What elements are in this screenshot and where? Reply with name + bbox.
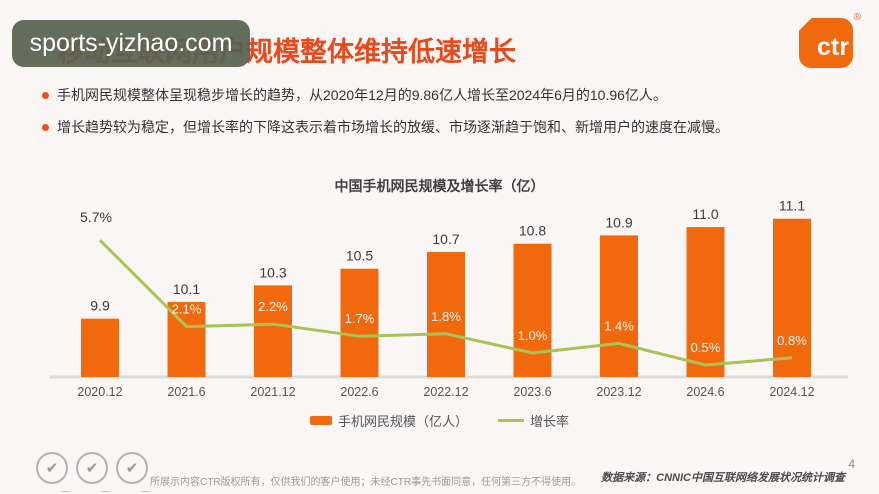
x-tick-label: 2023.6 [513, 385, 551, 399]
bar-value-label: 10.1 [173, 281, 200, 297]
bullet-icon [42, 124, 49, 131]
x-tick-label: 2022.6 [340, 385, 378, 399]
data-source: 数据来源：CNNIC中国互联网络发展状况统计调查 [601, 472, 845, 484]
ctr-logo: ctr [799, 18, 853, 68]
list-item: 手机网民规模整体呈现稳步增长的趋势，从2020年12月的9.86亿人增长至202… [42, 86, 842, 105]
chart-legend: 手机网民规模（亿人） 增长率 [0, 411, 879, 430]
list-item: 增长趋势较为稳定，但增长率的下降这表示着市场增长的放缓、市场逐渐趋于饱和、新增用… [42, 118, 842, 137]
registered-trademark-icon: ® [853, 12, 861, 23]
bar [427, 252, 465, 377]
copyright-disclaimer: 所展示内容CTR版权所有，仅供我们的客户使用；未经CTR事先书面同意，任何第三方… [150, 477, 582, 488]
bullet-list: 手机网民规模整体呈现稳步增长的趋势，从2020年12月的9.86亿人增长至202… [42, 86, 842, 150]
bar-value-label: 11.0 [692, 206, 718, 222]
x-tick-label: 2020.12 [77, 385, 122, 399]
page-number: 4 [848, 457, 855, 471]
legend-item-line: 增长率 [498, 411, 569, 430]
growth-rate-label: 5.7% [80, 209, 112, 225]
bullet-text: 手机网民规模整体呈现稳步增长的趋势，从2020年12月的9.86亿人增长至202… [57, 87, 667, 103]
certification-stamp-icon: ✔ [76, 452, 110, 494]
watermark-overlay: sports-yizhao.com [12, 20, 250, 67]
bar [773, 218, 811, 377]
logo-corner-cut [799, 18, 817, 36]
bar-value-label: 11.1 [779, 198, 805, 214]
certification-stamps: ✔ ✔ ✔ [36, 452, 150, 494]
bar [513, 243, 552, 377]
bar-value-label: 10.9 [605, 214, 632, 230]
growth-rate-label: 1.4% [604, 318, 634, 333]
bar-line-chart: 2020.12 2021.6 2021.12 2022.6 2022.12 2023.6 2… [50, 198, 848, 399]
growth-rate-label: 0.5% [691, 340, 721, 355]
x-tick-label: 2021.12 [250, 385, 295, 399]
x-tick-label: 2024.6 [686, 385, 724, 399]
bar-value-label: 9.9 [90, 298, 110, 314]
bar [81, 318, 119, 377]
chart-title: 中国手机网民规模及增长率（亿） [334, 178, 545, 194]
bar-value-label: 10.8 [519, 223, 546, 239]
bar [254, 285, 292, 377]
growth-rate-label: 1.8% [431, 309, 461, 324]
bullet-text: 增长趋势较为稳定，但增长率的下降这表示着市场增长的放缓、市场逐渐趋于饱和、新增用… [57, 119, 729, 135]
growth-rate-label: 1.7% [345, 311, 375, 326]
growth-rate-label: 0.8% [777, 333, 807, 348]
bullet-icon [42, 92, 49, 99]
legend-label: 增长率 [530, 414, 570, 429]
bar-swatch-icon [309, 416, 332, 425]
x-tick-label: 2023.12 [596, 385, 641, 399]
legend-item-bar: 手机网民规模（亿人） [309, 411, 468, 430]
bar [686, 227, 725, 377]
certification-stamp-icon: ✔ [116, 452, 150, 494]
growth-rate-label: 1.0% [518, 328, 548, 343]
x-tick-label: 2024.12 [769, 385, 814, 399]
certification-stamp-icon: ✔ [36, 452, 70, 494]
x-tick-label: 2021.6 [167, 385, 205, 399]
line-swatch-icon [498, 419, 524, 422]
bar-value-label: 10.7 [432, 231, 459, 247]
legend-label: 手机网民规模（亿人） [337, 414, 468, 429]
growth-rate-label: 2.1% [172, 302, 202, 317]
bar [340, 268, 379, 377]
growth-rate-line [98, 239, 793, 367]
x-tick-label: 2022.12 [423, 385, 468, 399]
bar [600, 235, 638, 377]
ctr-logo-text: ctr [817, 33, 849, 61]
growth-rate-label: 2.2% [258, 299, 288, 314]
bar-value-label: 10.3 [259, 264, 286, 280]
bar-value-label: 10.5 [346, 248, 373, 264]
